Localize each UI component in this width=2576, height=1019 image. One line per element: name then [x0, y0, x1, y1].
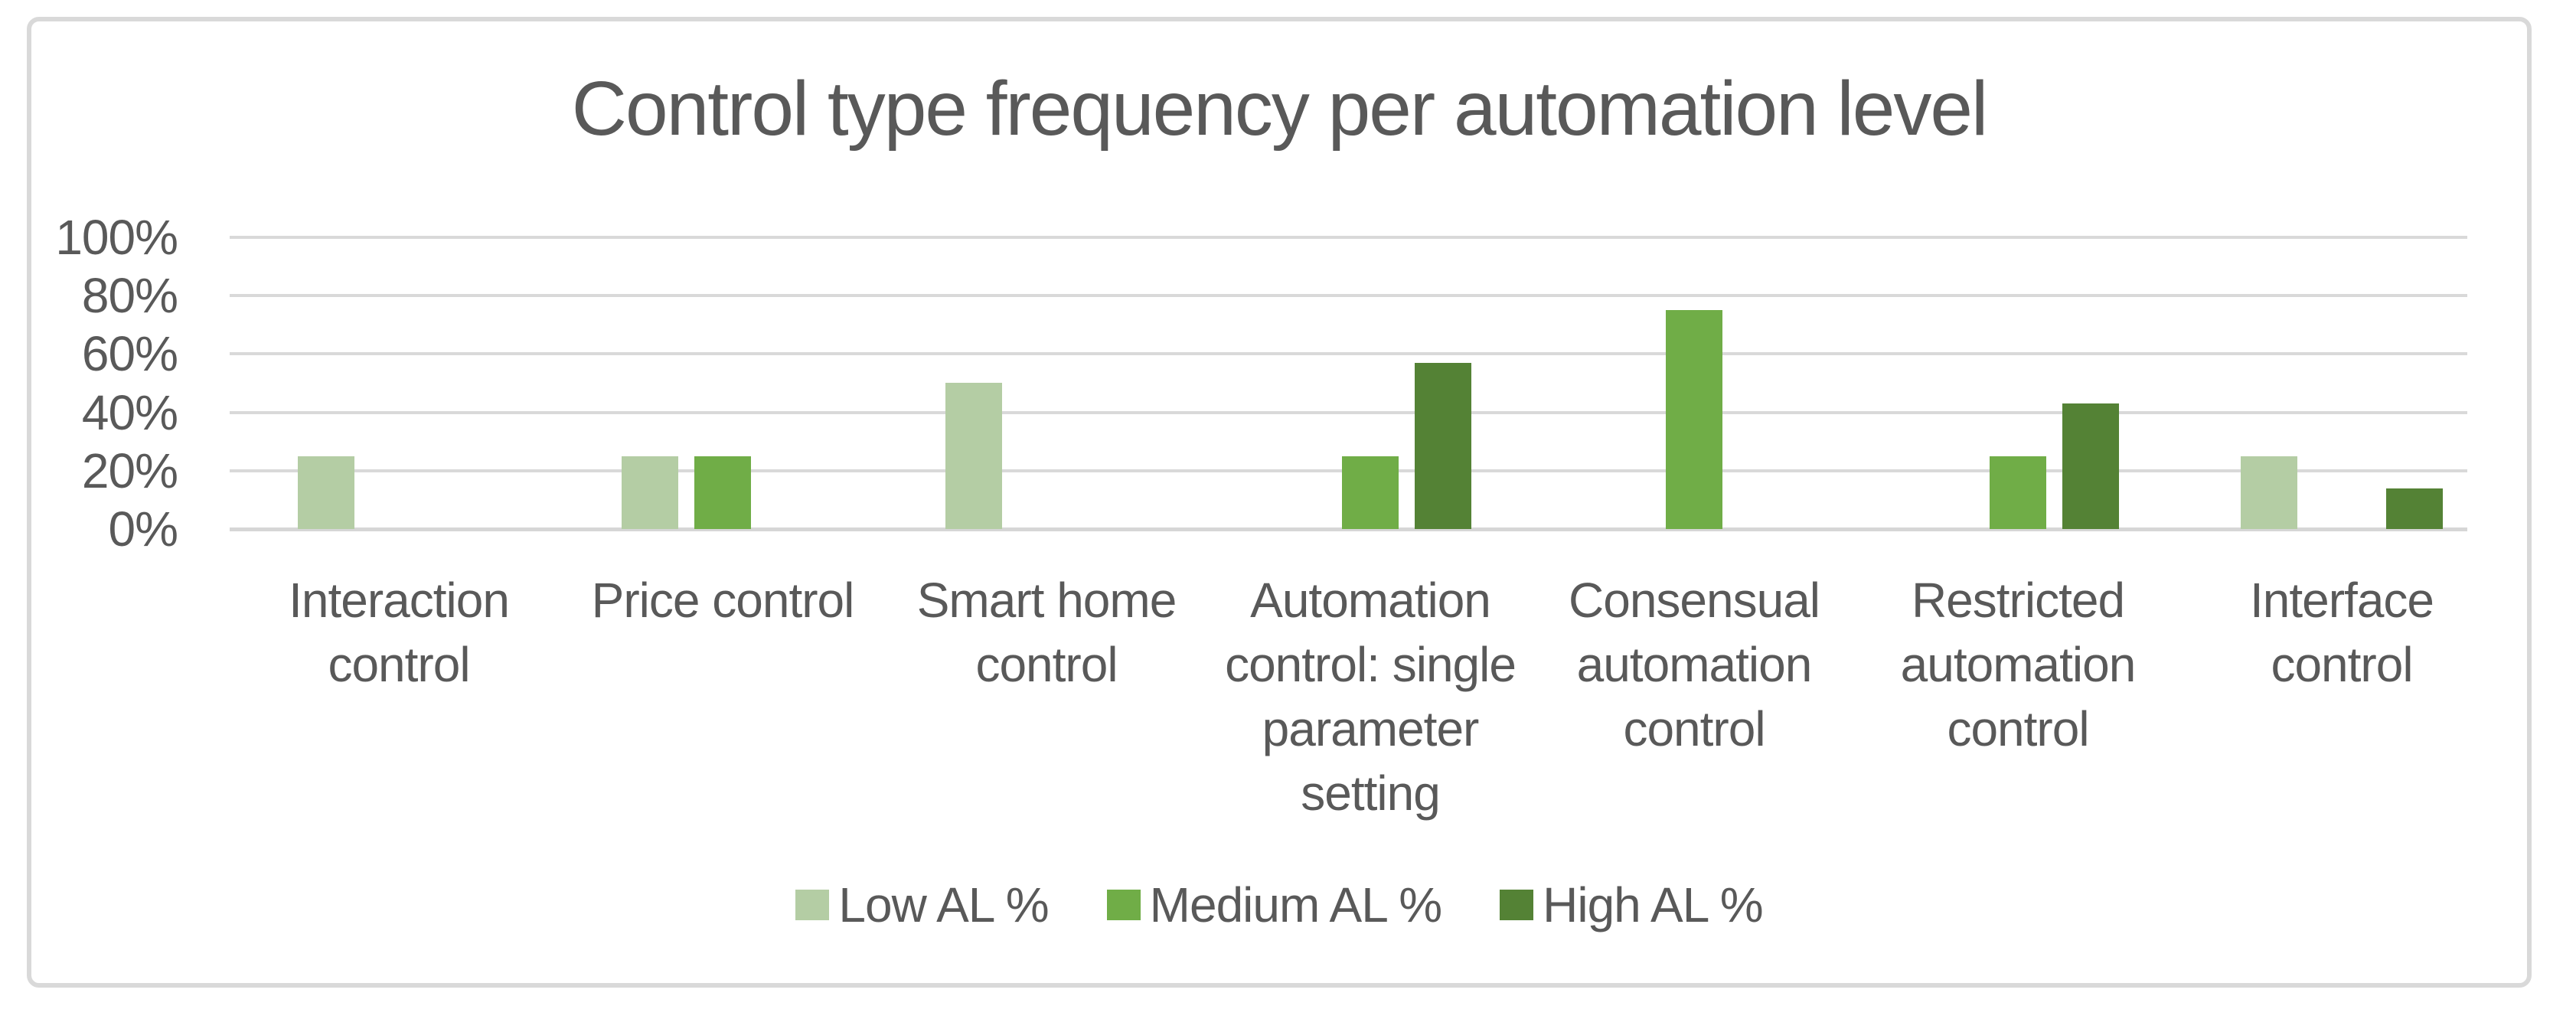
gridline: [230, 294, 2467, 297]
bar-medium-al-cat4: [1342, 456, 1399, 529]
legend-item: Low AL %: [795, 874, 1050, 936]
legend-swatch-icon: [1500, 890, 1534, 920]
y-tick-label: 80%: [81, 268, 178, 323]
x-category-label: Price control: [591, 573, 855, 628]
bar-low-al-cat1: [298, 456, 354, 529]
x-category-label: Restricted automation control: [1900, 573, 2137, 756]
y-tick-label: 60%: [81, 326, 178, 381]
bar-medium-al-cat2: [694, 456, 751, 529]
y-tick-label: 20%: [81, 443, 178, 498]
chart-title: Control type frequency per automation le…: [571, 66, 1988, 152]
plot-area: [230, 236, 2467, 531]
legend-swatch-icon: [795, 890, 830, 920]
legend-item: High AL %: [1500, 874, 1764, 936]
bar-high-al-cat7: [2386, 488, 2443, 529]
y-tick-label: 100%: [55, 210, 178, 265]
x-category-label: Interaction control: [289, 573, 510, 692]
bar-medium-al-cat5: [1666, 310, 1722, 529]
bar-low-al-cat3: [945, 383, 1002, 529]
x-category-label: Smart home control: [916, 573, 1177, 692]
legend-item: Medium AL %: [1106, 874, 1442, 936]
gridline: [230, 236, 2467, 239]
legend-label: High AL %: [1543, 877, 1763, 932]
x-axis-line: [230, 527, 2467, 531]
gridline: [230, 411, 2467, 414]
bar-low-al-cat7: [2241, 456, 2297, 529]
legend: Low AL % Medium AL % High AL %: [27, 874, 2532, 936]
legend-label: Low AL %: [838, 877, 1049, 932]
y-tick-label: 0%: [108, 501, 179, 557]
x-category-label: Consensual automation control: [1569, 573, 1820, 756]
legend-label: Medium AL %: [1149, 877, 1442, 932]
x-category-label: Interface control: [2249, 573, 2434, 692]
bar-high-al-cat4: [1415, 363, 1471, 529]
bar-low-al-cat2: [622, 456, 678, 529]
legend-swatch-icon: [1106, 890, 1141, 920]
bar-medium-al-cat6: [1990, 456, 2046, 529]
x-category-label: Automation control: single parameter set…: [1225, 573, 1517, 821]
gridline: [230, 352, 2467, 355]
y-tick-label: 40%: [81, 385, 178, 440]
bar-high-al-cat6: [2062, 403, 2119, 529]
